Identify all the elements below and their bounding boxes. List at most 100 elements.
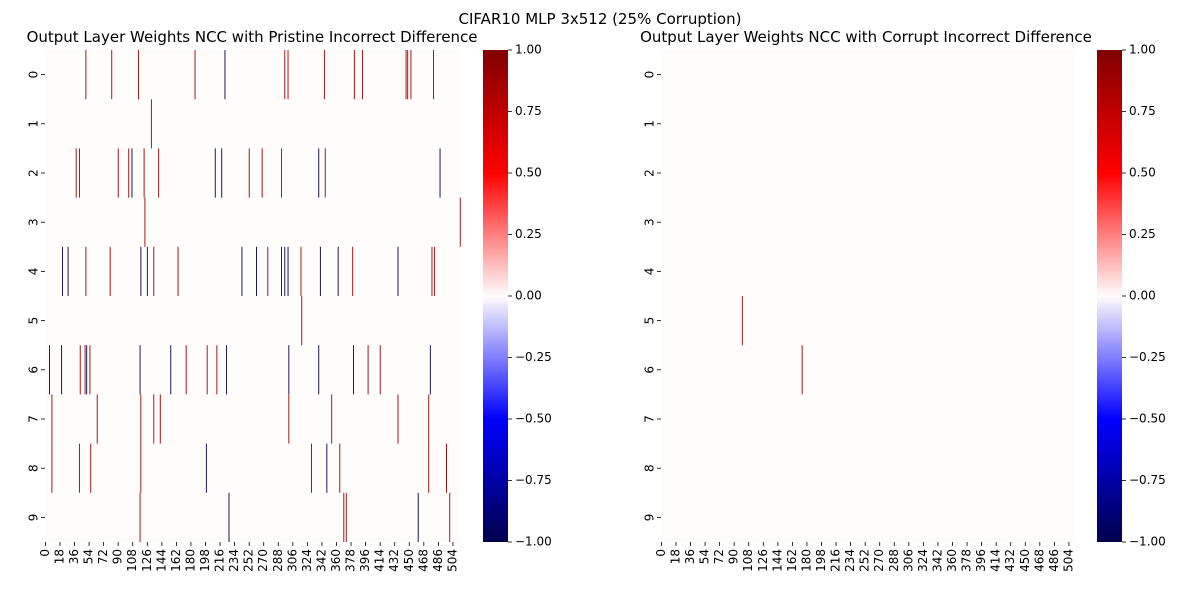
- x-tick-label: 18: [52, 549, 66, 564]
- colorbar-tick-label: −0.25: [515, 350, 552, 364]
- x-tick-label: 0: [654, 549, 668, 557]
- y-tick-label: 3: [27, 218, 41, 226]
- heatmap-cell: [96, 394, 98, 444]
- x-tick-label: 54: [698, 549, 712, 564]
- x-tick-label: 360: [329, 549, 343, 572]
- heatmap-cell: [185, 345, 187, 395]
- colorbar-tick-label: 0.75: [1129, 104, 1156, 118]
- heatmap-cell: [405, 50, 407, 100]
- heatmap-cell: [459, 197, 461, 247]
- heatmap-cell: [85, 246, 87, 296]
- heatmap-cell: [410, 50, 412, 100]
- heatmap-cell: [84, 345, 86, 395]
- x-tick-label: 468: [1032, 549, 1046, 572]
- x-tick-label: 0: [38, 549, 52, 557]
- x-tick-label: 108: [125, 549, 139, 572]
- x-tick-label: 342: [930, 549, 944, 572]
- heatmap-cell: [143, 148, 145, 198]
- heatmap-cell: [397, 246, 399, 296]
- x-tick-label: 180: [183, 549, 197, 572]
- x-tick-label: 162: [169, 549, 183, 572]
- colorbar-tick-label: 0.50: [1129, 166, 1156, 180]
- heatmap-cell: [284, 50, 286, 100]
- x-tick-label: 504: [1061, 549, 1075, 572]
- heatmap-cell: [79, 345, 81, 395]
- panel-title: Output Layer Weights NCC with Corrupt In…: [640, 28, 1092, 46]
- heatmap-cell: [318, 345, 320, 395]
- heatmap-cell: [177, 246, 179, 296]
- x-tick-label: 36: [67, 549, 81, 564]
- x-tick-label: 72: [96, 549, 110, 564]
- colorbar-tick-label: −0.75: [1129, 473, 1166, 487]
- figure-title: CIFAR10 MLP 3x512 (25% Corruption): [459, 10, 742, 28]
- heatmap-cell: [301, 296, 303, 346]
- x-tick-label: 432: [387, 549, 401, 572]
- colorbar-tick-label: −0.75: [515, 473, 552, 487]
- heatmap-background: [661, 50, 1075, 542]
- x-tick-label: 180: [799, 549, 813, 572]
- y-tick-label: 4: [27, 268, 41, 276]
- heatmap-cell: [224, 50, 226, 100]
- colorbar-tick-label: −1.00: [1129, 535, 1166, 549]
- y-tick-label: 5: [643, 317, 657, 325]
- heatmap-cell: [361, 50, 363, 100]
- heatmap-cell: [216, 345, 218, 395]
- y-tick-label: 6: [643, 366, 657, 374]
- x-tick-label: 324: [300, 549, 314, 572]
- colorbar-tick-label: 0.25: [515, 227, 542, 241]
- x-tick-label: 432: [1003, 549, 1017, 572]
- y-tick-label: 5: [27, 317, 41, 325]
- heatmap-cell: [128, 148, 130, 198]
- heatmap-cell: [248, 148, 250, 198]
- x-tick-label: 396: [358, 549, 372, 572]
- heatmap-panel-2: Output Layer Weights NCC with Corrupt In…: [640, 28, 1166, 572]
- heatmap-cell: [429, 345, 431, 395]
- panel-title: Output Layer Weights NCC with Pristine I…: [27, 28, 478, 46]
- heatmap-cell: [433, 246, 435, 296]
- heatmap-cell: [51, 394, 53, 444]
- heatmap-cell: [367, 345, 369, 395]
- heatmap-cell: [439, 148, 441, 198]
- heatmap-cell: [89, 345, 91, 395]
- y-tick-label: 6: [27, 366, 41, 374]
- heatmap-cell: [311, 443, 312, 493]
- x-tick-label: 486: [431, 549, 445, 572]
- heatmap-cell: [428, 394, 430, 444]
- heatmap-cell: [205, 443, 207, 493]
- heatmap-cell: [379, 345, 381, 395]
- x-tick-label: 234: [227, 549, 241, 572]
- y-tick-label: 9: [27, 514, 41, 522]
- heatmap-cell: [86, 345, 88, 395]
- y-tick-label: 0: [27, 71, 41, 79]
- x-tick-label: 486: [1047, 549, 1061, 572]
- heatmap-cell: [61, 345, 63, 395]
- y-tick-label: 9: [643, 514, 657, 522]
- heatmap-cell: [284, 246, 286, 296]
- x-tick-label: 252: [858, 549, 872, 572]
- heatmap-cell: [337, 246, 339, 296]
- x-tick-label: 414: [989, 549, 1003, 572]
- heatmap-cell: [339, 443, 341, 493]
- x-tick-label: 162: [785, 549, 799, 572]
- heatmap-cell: [139, 492, 141, 542]
- heatmap-cell: [417, 492, 419, 542]
- y-tick-label: 7: [643, 415, 657, 423]
- x-tick-label: 450: [402, 549, 416, 572]
- heatmap-cell: [431, 246, 433, 296]
- heatmap-cell: [153, 246, 155, 296]
- x-tick-label: 288: [887, 549, 901, 572]
- x-tick-label: 270: [256, 549, 270, 572]
- colorbar-tick-label: −0.50: [1129, 412, 1166, 426]
- colorbar-tick-label: −1.00: [515, 535, 552, 549]
- heatmap-cell: [158, 148, 160, 198]
- x-tick-label: 324: [916, 549, 930, 572]
- x-tick-label: 360: [945, 549, 959, 572]
- colorbar: 1.00 0.75 0.50 0.25 0.00 −0.25 −0.50 −0.75 −1.00: [483, 43, 552, 549]
- x-tick-label: 90: [111, 549, 125, 564]
- heatmap-cell: [78, 443, 80, 493]
- y-tick-label: 3: [643, 218, 657, 226]
- x-tick-label: 198: [198, 549, 212, 572]
- x-tick-label: 144: [770, 549, 784, 572]
- heatmap-background: [45, 50, 459, 542]
- heatmap-cell: [353, 50, 355, 100]
